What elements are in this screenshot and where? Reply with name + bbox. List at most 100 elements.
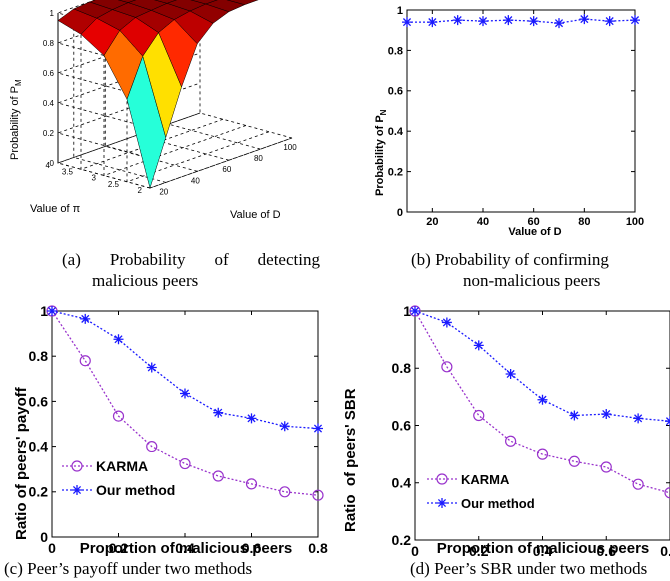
- chart-d-series-1-point-0: [410, 306, 420, 316]
- caption-a-word-4: detecting: [257, 250, 320, 269]
- chart-a-ztick-label-2: 0.4: [43, 99, 55, 108]
- chart-c-series-0-point-7: [279, 486, 291, 498]
- chart-d-series-0-point-4: [536, 448, 549, 460]
- chart-d-legend-marker-1: [437, 498, 447, 508]
- chart-b-xtick-label-1: 40: [477, 216, 489, 228]
- chart-d-series-0-point-3: [505, 435, 517, 447]
- chart-c-series-1-point-2: [113, 334, 124, 345]
- chart-d-series-0-point-2: [473, 409, 485, 422]
- chart-a-ztick-label-4: 0.8: [43, 39, 55, 48]
- chart-b-xtick-label-3: 80: [578, 216, 590, 228]
- chart-a-xlabel: Value of D: [230, 209, 281, 221]
- chart-d-legend-label-0: KARMA: [461, 472, 510, 487]
- chart-d-ytick-label-4: 1: [403, 303, 411, 319]
- chart-d-legend-label-1: Our method: [461, 496, 535, 511]
- chart-d-series-1-point-6: [601, 409, 612, 420]
- chart-d-series-1-point-1: [441, 317, 452, 328]
- chart-a-axes: 0 0.2 0.4 0.6 0.8 1 20 40 60 80 100 2 2.5 3 3.5 4: [43, 9, 297, 196]
- chart-c-ytick-label-1: 0.2: [29, 484, 49, 500]
- chart-c-xtick-label-2: 0.4: [175, 540, 195, 556]
- chart-d-ytick-label-0: 0.2: [392, 532, 412, 548]
- chart-d-legend-marker-0: [436, 473, 448, 485]
- chart-a-xtick-label-4: 100: [283, 143, 297, 152]
- chart-a-surface: [57, 0, 259, 189]
- chart-a-xgrid-3: [167, 0, 261, 150]
- chart-a-ytick-label-0: 2: [138, 186, 143, 195]
- caption-a-word-2: Probability: [109, 250, 186, 269]
- chart-c-legend-marker-0: [71, 460, 83, 472]
- chart-b-frame: [406, 9, 636, 213]
- chart-a-xtick-label-1: 40: [191, 176, 200, 185]
- chart-c-series-1-point-5: [213, 407, 224, 418]
- chart-b-xtick-label-4: 100: [626, 216, 644, 228]
- chart-a-ztick-label-1: 0.2: [43, 129, 55, 138]
- chart-a-zgrid-1: [56, 82, 201, 159]
- chart-a-xgrid-2: [136, 0, 230, 161]
- chart-c-legend-label-1: Our method: [96, 482, 175, 498]
- caption-a: (a) Probability of detecting malicious p…: [62, 249, 320, 291]
- chart-c-series-1-point-4: [180, 388, 190, 399]
- chart-a-xgrid-1: [104, 0, 198, 172]
- chart-a-patch-3-3: [117, 0, 137, 3]
- chart-d-xlabel: Proportion of malicious peers: [437, 540, 650, 556]
- caption-c: (c) Peer’s payoff under two methods: [4, 559, 253, 578]
- chart-a-ygrid-3: [80, 19, 224, 170]
- chart-a-ytick-label-2: 3: [92, 174, 97, 183]
- chart-d-series-0-point-8: [664, 487, 670, 499]
- chart-c-xtick-label-1: 0.2: [109, 540, 129, 556]
- chart-b-xlabel: Value of D: [508, 226, 561, 238]
- chart-a-ytick-label-4: 4: [46, 161, 51, 170]
- chart-d-series-0-line: [414, 310, 670, 494]
- chart-c-xtick-label-0: 0: [48, 540, 56, 556]
- chart-c-series-1-point-1: [80, 313, 91, 324]
- chart-a-ygrid-2: [103, 25, 247, 177]
- chart-b-ylabel-sub: N: [379, 109, 388, 115]
- chart-d-series-1-point-8: [665, 416, 670, 427]
- chart-a-xtick-label-2: 60: [222, 165, 231, 174]
- caption-a-line-2: malicious peers: [92, 271, 199, 290]
- chart-a-zgrid-2: [56, 52, 201, 129]
- caption-b: (b) Probability of confirming non-malici…: [411, 249, 670, 291]
- chart-c-series-1-point-8: [313, 423, 323, 434]
- chart-d-series-1-point-7: [633, 413, 644, 424]
- chart-b-ytick-label-0: 0: [397, 207, 403, 219]
- chart-a-ytick-label-1: 2.5: [108, 180, 120, 189]
- chart-b-series-0-point-5: [528, 16, 539, 27]
- chart-a-front-edge-pi: [57, 162, 151, 189]
- chart-d-series-0-point-1: [441, 361, 453, 373]
- chart-a-patch-0-5: [205, 0, 246, 12]
- chart-a-ztick-label-3: 0.6: [43, 69, 55, 78]
- chart-d-xtick-label-3: 0.6: [597, 543, 617, 556]
- chart-a-gridlines: [56, 0, 293, 189]
- chart-c-series-0-point-4: [179, 457, 191, 470]
- chart-b-ytick-label-2: 0.4: [388, 126, 404, 138]
- chart-c-legend-marker-1: [72, 485, 82, 495]
- chart-c-legend-label-0: KARMA: [96, 458, 148, 474]
- chart-b-series-0-point-1: [427, 17, 438, 28]
- chart-d-ytick-label-1: 0.4: [392, 475, 412, 491]
- chart-b-xtick-label-0: 20: [426, 216, 438, 228]
- chart-d-ytick-label-3: 0.8: [392, 360, 412, 376]
- caption-a-word-3: of: [214, 250, 229, 269]
- chart-b-series-0-point-2: [452, 15, 463, 26]
- chart-d-series-1-point-2: [473, 340, 484, 351]
- chart-b-ytick-label-1: 0.2: [388, 166, 403, 178]
- chart-b-series-0-point-3: [478, 16, 488, 27]
- chart-d-series-1-point-5: [569, 410, 580, 421]
- caption-d: (d) Peer’s SBR under two methods: [410, 559, 648, 578]
- chart-b-series-0-point-0: [402, 17, 412, 28]
- chart-a-zlabel-sub: M: [14, 79, 23, 86]
- chart-c-xtick-label-3: 0.6: [242, 540, 262, 556]
- chart-c-ylabel: Ratio of peers' payoff: [13, 386, 30, 540]
- chart-d-xtick-label-2: 0.4: [533, 543, 553, 556]
- chart-d-xtick-label-4: 0.8: [660, 543, 670, 556]
- chart-b-ytick-label-5: 1: [397, 5, 403, 17]
- chart-d-series-1-point-3: [505, 368, 516, 379]
- chart-b-series-0-point-8: [604, 16, 615, 27]
- chart-c-series-1-point-7: [279, 421, 290, 432]
- chart-c-series-1-point-3: [146, 362, 157, 373]
- chart-c-series-1-point-6: [246, 413, 257, 424]
- chart-c-series-0-point-8: [312, 489, 324, 501]
- chart-b-series-0-point-6: [554, 18, 564, 29]
